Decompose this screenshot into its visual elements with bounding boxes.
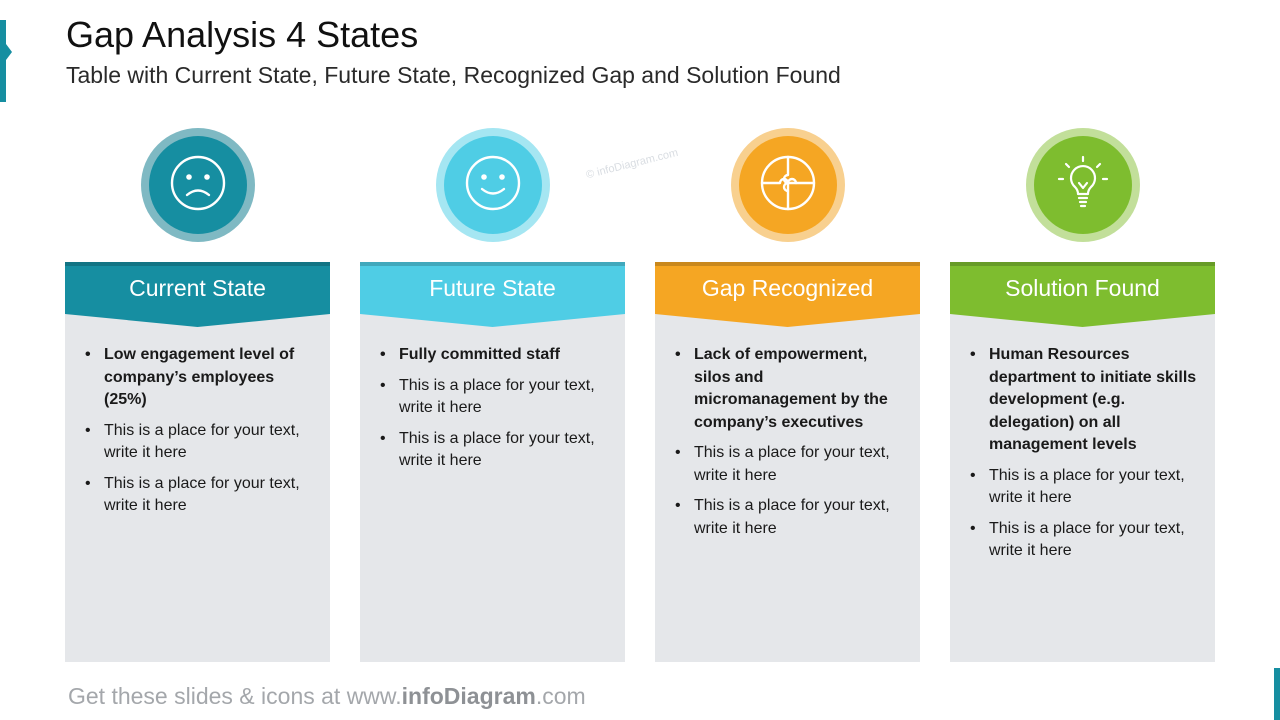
icon-circle — [739, 136, 837, 234]
bullet-list: Human Resources department to initiate s… — [968, 344, 1200, 571]
page-title: Gap Analysis 4 States — [66, 14, 419, 55]
sad-face-icon — [168, 153, 228, 218]
bullet-item: Human Resources department to initiate s… — [968, 344, 1200, 457]
bullet-item: This is a place for your text, write it … — [83, 420, 315, 465]
card-header: Gap Recognized — [655, 262, 920, 327]
column-future-state: Future State Fully committed staff This i… — [360, 128, 625, 664]
bullet-item: This is a place for your text, write it … — [378, 375, 610, 420]
icon-circle-ring — [1026, 128, 1140, 242]
bullet-item: This is a place for your text, write it … — [673, 442, 905, 487]
column-current-state: Current State Low engagement level of co… — [65, 128, 330, 664]
puzzle-icon — [758, 153, 818, 218]
icon-circle-ring — [436, 128, 550, 242]
footer-brand: infoDiagram — [401, 683, 536, 709]
bullet-item: This is a place for your text, write it … — [968, 465, 1200, 510]
card-header-label: Gap Recognized — [701, 274, 874, 301]
bullet-list: Low engagement level of company’s employ… — [83, 344, 315, 526]
icon-circle-ring — [141, 128, 255, 242]
left-accent-bar — [0, 20, 6, 102]
card-header: Solution Found — [950, 262, 1215, 327]
bullet-list: Lack of empowerment, silos and micromana… — [673, 344, 905, 548]
card-header: Current State — [65, 262, 330, 327]
bullet-item: This is a place for your text, write it … — [673, 495, 905, 540]
footer-credit[interactable]: Get these slides & icons at www.infoDiag… — [68, 683, 586, 710]
footer-suffix: .com — [535, 683, 586, 709]
icon-circle — [149, 136, 247, 234]
card-header: Future State — [360, 262, 625, 327]
left-accent-arrow — [6, 44, 12, 60]
page-subtitle: Table with Current State, Future State, … — [66, 62, 841, 88]
bullet-item: Fully committed staff — [378, 344, 610, 367]
card-header-label: Future State — [429, 274, 556, 301]
bullet-item: Low engagement level of company’s employ… — [83, 344, 315, 412]
smiley-face-icon — [463, 153, 523, 218]
column-gap-recognized: Gap Recognized Lack of empowerment, silo… — [655, 128, 920, 664]
bullet-item: Lack of empowerment, silos and micromana… — [673, 344, 905, 434]
bullet-item: This is a place for your text, write it … — [378, 428, 610, 473]
bullet-item: This is a place for your text, write it … — [83, 473, 315, 518]
lightbulb-icon — [1053, 153, 1113, 218]
icon-circle — [1034, 136, 1132, 234]
column-solution-found: Solution Found Human Resources departmen… — [950, 128, 1215, 664]
card-body — [360, 314, 625, 662]
icon-circle — [444, 136, 542, 234]
icon-circle-ring — [731, 128, 845, 242]
bullet-item: This is a place for your text, write it … — [968, 518, 1200, 563]
footer-prefix: Get these slides & icons at www. — [68, 683, 402, 709]
bullet-list: Fully committed staff This is a place for… — [378, 344, 610, 481]
card-header-label: Current State — [129, 274, 266, 301]
right-accent-bar — [1274, 668, 1280, 720]
card-header-label: Solution Found — [1005, 274, 1160, 301]
